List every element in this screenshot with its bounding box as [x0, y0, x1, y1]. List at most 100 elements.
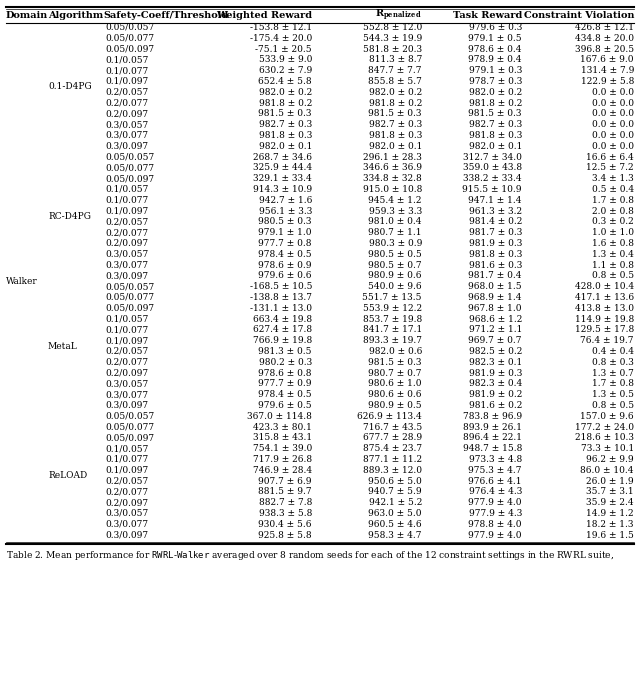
Text: Table 2. Mean performance for $\mathtt{RWRL}$-$\mathtt{Walker}$ averaged over 8 : Table 2. Mean performance for $\mathtt{R…	[6, 550, 614, 562]
Text: 978.8 ± 4.0: 978.8 ± 4.0	[468, 520, 522, 529]
Text: 981.9 ± 0.3: 981.9 ± 0.3	[468, 239, 522, 248]
Text: 428.0 ± 10.4: 428.0 ± 10.4	[575, 282, 634, 291]
Text: 0.2/0.097: 0.2/0.097	[105, 239, 148, 248]
Text: 981.7 ± 0.4: 981.7 ± 0.4	[468, 271, 522, 280]
Text: 981.8 ± 0.3: 981.8 ± 0.3	[468, 250, 522, 259]
Text: 855.8 ± 5.7: 855.8 ± 5.7	[368, 77, 422, 86]
Text: 982.0 ± 0.1: 982.0 ± 0.1	[369, 142, 422, 151]
Text: 982.7 ± 0.3: 982.7 ± 0.3	[259, 120, 312, 129]
Text: 0.2/0.097: 0.2/0.097	[105, 498, 148, 507]
Text: 0.8 ± 0.5: 0.8 ± 0.5	[592, 401, 634, 410]
Text: Task Reward: Task Reward	[452, 10, 522, 19]
Text: 552.8 ± 12.0: 552.8 ± 12.0	[363, 23, 422, 32]
Text: 114.9 ± 19.8: 114.9 ± 19.8	[575, 315, 634, 324]
Text: 938.3 ± 5.8: 938.3 ± 5.8	[259, 509, 312, 518]
Text: 980.5 ± 0.7: 980.5 ± 0.7	[369, 260, 422, 269]
Text: 0.3/0.057: 0.3/0.057	[105, 250, 148, 259]
Text: 396.8 ± 20.5: 396.8 ± 20.5	[575, 45, 634, 54]
Text: 325.9 ± 44.4: 325.9 ± 44.4	[253, 164, 312, 173]
Text: 968.9 ± 1.4: 968.9 ± 1.4	[468, 293, 522, 302]
Text: 975.3 ± 4.7: 975.3 ± 4.7	[468, 466, 522, 475]
Text: 982.0 ± 0.6: 982.0 ± 0.6	[369, 347, 422, 356]
Text: 925.8 ± 5.8: 925.8 ± 5.8	[259, 530, 312, 539]
Text: 945.4 ± 1.2: 945.4 ± 1.2	[369, 196, 422, 205]
Text: 942.7 ± 1.6: 942.7 ± 1.6	[259, 196, 312, 205]
Text: 3.4 ± 1.3: 3.4 ± 1.3	[592, 174, 634, 183]
Text: 981.9 ± 0.2: 981.9 ± 0.2	[468, 390, 522, 400]
Text: Walker: Walker	[6, 277, 38, 286]
Text: 0.2/0.057: 0.2/0.057	[105, 217, 148, 226]
Text: 16.6 ± 6.4: 16.6 ± 6.4	[586, 152, 634, 161]
Text: 0.3/0.097: 0.3/0.097	[105, 271, 148, 280]
Text: 930.4 ± 5.6: 930.4 ± 5.6	[259, 520, 312, 529]
Text: 0.05/0.097: 0.05/0.097	[105, 434, 154, 443]
Text: 976.6 ± 4.1: 976.6 ± 4.1	[468, 477, 522, 486]
Text: 0.3/0.097: 0.3/0.097	[105, 142, 148, 151]
Text: 978.7 ± 0.3: 978.7 ± 0.3	[468, 77, 522, 86]
Text: 0.3/0.077: 0.3/0.077	[105, 520, 148, 529]
Text: 338.2 ± 33.4: 338.2 ± 33.4	[463, 174, 522, 183]
Text: 981.8 ± 0.3: 981.8 ± 0.3	[468, 131, 522, 140]
Text: 76.4 ± 19.7: 76.4 ± 19.7	[580, 336, 634, 345]
Text: 981.8 ± 0.2: 981.8 ± 0.2	[369, 99, 422, 108]
Text: 0.05/0.077: 0.05/0.077	[105, 34, 154, 42]
Text: 12.5 ± 7.2: 12.5 ± 7.2	[586, 164, 634, 173]
Text: 980.2 ± 0.3: 980.2 ± 0.3	[259, 358, 312, 367]
Text: 811.3 ± 8.7: 811.3 ± 8.7	[369, 56, 422, 65]
Text: 18.2 ± 1.3: 18.2 ± 1.3	[586, 520, 634, 529]
Text: 19.6 ± 1.5: 19.6 ± 1.5	[586, 530, 634, 539]
Text: 0.1/0.097: 0.1/0.097	[105, 336, 148, 345]
Text: 982.0 ± 0.2: 982.0 ± 0.2	[259, 88, 312, 97]
Text: 959.3 ± 3.3: 959.3 ± 3.3	[369, 207, 422, 216]
Text: 907.7 ± 6.9: 907.7 ± 6.9	[259, 477, 312, 486]
Text: 0.3/0.077: 0.3/0.077	[105, 131, 148, 140]
Text: 96.2 ± 9.9: 96.2 ± 9.9	[586, 455, 634, 464]
Text: 0.3/0.077: 0.3/0.077	[105, 260, 148, 269]
Text: 0.1/0.057: 0.1/0.057	[105, 315, 148, 324]
Text: 982.0 ± 0.1: 982.0 ± 0.1	[468, 142, 522, 151]
Text: 551.7 ± 13.5: 551.7 ± 13.5	[362, 293, 422, 302]
Text: 367.0 ± 114.8: 367.0 ± 114.8	[247, 412, 312, 421]
Text: 950.6 ± 5.0: 950.6 ± 5.0	[368, 477, 422, 486]
Text: 982.5 ± 0.2: 982.5 ± 0.2	[468, 347, 522, 356]
Text: 968.6 ± 1.2: 968.6 ± 1.2	[468, 315, 522, 324]
Text: 0.2/0.077: 0.2/0.077	[105, 358, 148, 367]
Text: 0.0 ± 0.0: 0.0 ± 0.0	[592, 142, 634, 151]
Text: 783.8 ± 96.9: 783.8 ± 96.9	[463, 412, 522, 421]
Text: 1.6 ± 0.8: 1.6 ± 0.8	[592, 239, 634, 248]
Text: 969.7 ± 0.7: 969.7 ± 0.7	[468, 336, 522, 345]
Text: 980.5 ± 0.3: 980.5 ± 0.3	[259, 217, 312, 226]
Text: 0.3/0.097: 0.3/0.097	[105, 401, 148, 410]
Text: 982.7 ± 0.3: 982.7 ± 0.3	[468, 120, 522, 129]
Text: 963.0 ± 5.0: 963.0 ± 5.0	[369, 509, 422, 518]
Text: -138.8 ± 13.7: -138.8 ± 13.7	[250, 293, 312, 302]
Text: 978.9 ± 0.4: 978.9 ± 0.4	[468, 56, 522, 65]
Text: 434.8 ± 20.0: 434.8 ± 20.0	[575, 34, 634, 42]
Text: 877.1 ± 11.2: 877.1 ± 11.2	[363, 455, 422, 464]
Text: 1.7 ± 0.8: 1.7 ± 0.8	[592, 379, 634, 388]
Text: 630.2 ± 7.9: 630.2 ± 7.9	[259, 66, 312, 75]
Text: 359.0 ± 43.8: 359.0 ± 43.8	[463, 164, 522, 173]
Text: 0.1/0.077: 0.1/0.077	[105, 326, 148, 334]
Text: 940.7 ± 5.9: 940.7 ± 5.9	[369, 487, 422, 496]
Text: Weighted Reward: Weighted Reward	[216, 10, 312, 19]
Text: 0.3/0.077: 0.3/0.077	[105, 390, 148, 400]
Text: 0.1/0.077: 0.1/0.077	[105, 196, 148, 205]
Text: 540.0 ± 9.6: 540.0 ± 9.6	[369, 282, 422, 291]
Text: 0.4 ± 0.4: 0.4 ± 0.4	[592, 347, 634, 356]
Text: Algorithm: Algorithm	[48, 10, 103, 19]
Text: 981.8 ± 0.2: 981.8 ± 0.2	[468, 99, 522, 108]
Text: 553.9 ± 12.2: 553.9 ± 12.2	[363, 303, 422, 313]
Text: 218.6 ± 10.3: 218.6 ± 10.3	[575, 434, 634, 443]
Text: 981.8 ± 0.2: 981.8 ± 0.2	[259, 99, 312, 108]
Text: 978.6 ± 0.4: 978.6 ± 0.4	[468, 45, 522, 54]
Text: 268.7 ± 34.6: 268.7 ± 34.6	[253, 152, 312, 161]
Text: 167.6 ± 9.0: 167.6 ± 9.0	[580, 56, 634, 65]
Text: 0.05/0.057: 0.05/0.057	[105, 412, 154, 421]
Text: 981.6 ± 0.2: 981.6 ± 0.2	[468, 401, 522, 410]
Text: 177.2 ± 24.0: 177.2 ± 24.0	[575, 422, 634, 432]
Text: 0.2/0.057: 0.2/0.057	[105, 88, 148, 97]
Text: 982.3 ± 0.4: 982.3 ± 0.4	[468, 379, 522, 388]
Text: 893.3 ± 19.7: 893.3 ± 19.7	[363, 336, 422, 345]
Text: 0.0 ± 0.0: 0.0 ± 0.0	[592, 99, 634, 108]
